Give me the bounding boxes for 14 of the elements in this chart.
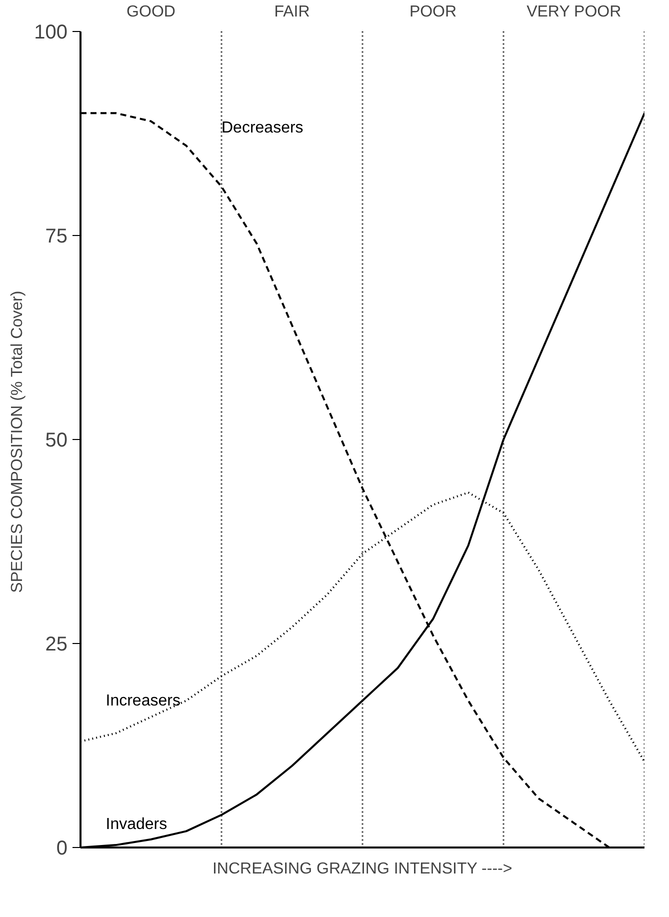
x-axis-title: INCREASING GRAZING INTENSITY ----> [212, 860, 512, 878]
text: FAIR [274, 4, 310, 20]
text: VERY POOR [526, 4, 622, 20]
y-axis-title: SPECIES COMPOSITION (% Total Cover) [9, 290, 26, 593]
series-label: Increasers [106, 692, 180, 710]
y-tick-label: 0 [56, 838, 68, 860]
series-label: Invaders [106, 816, 168, 834]
y-tick-label: 50 [45, 430, 68, 452]
text: POOR [409, 4, 457, 20]
text: GOOD [126, 4, 176, 20]
y-tick-label: 25 [45, 634, 68, 656]
text: Decreasers [222, 120, 304, 137]
y-tick-label: 100 [34, 22, 68, 44]
y-tick-label: 75 [45, 226, 68, 248]
